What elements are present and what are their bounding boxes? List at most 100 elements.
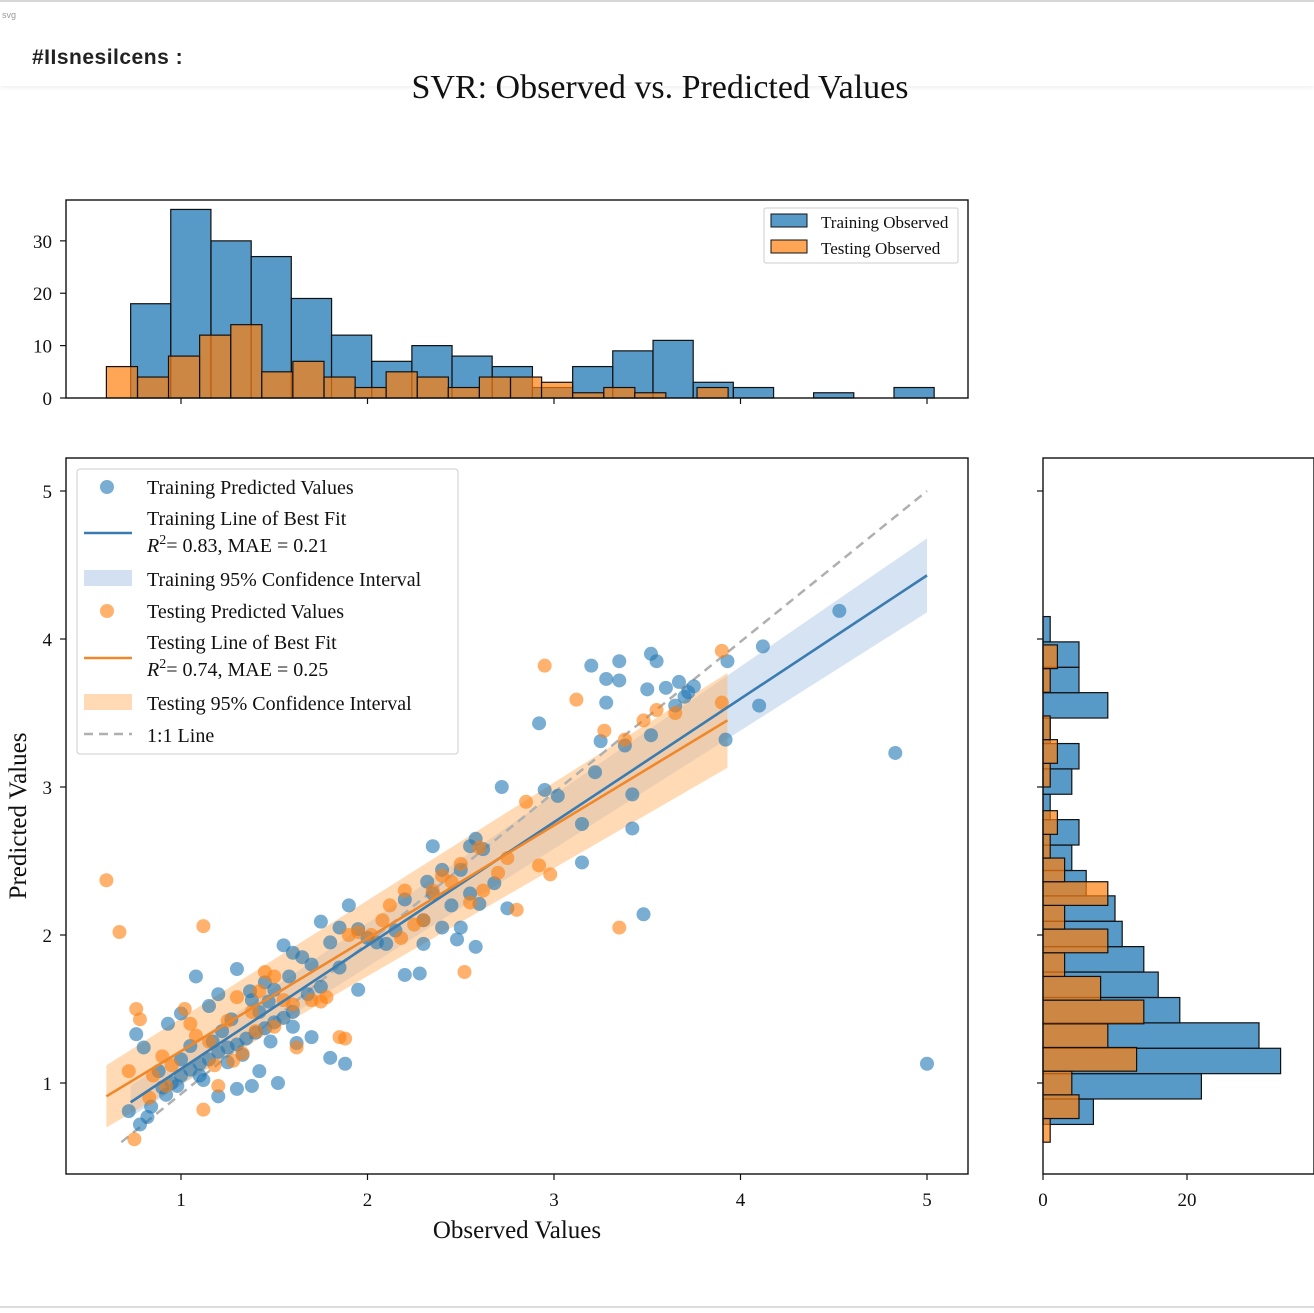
x-tick-label: 4 [736,1190,746,1211]
testing-point [196,1102,211,1117]
testing-point [99,873,114,888]
training-point [718,732,733,747]
top-hist-testing-bar [354,386,387,399]
training-point [323,1050,338,1065]
testing-point [416,913,431,928]
top-hist-testing-bar [230,324,263,399]
right-hist-testing-bar [1042,1046,1138,1072]
top-histogram-legend: Training Observed Testing Observed [763,207,959,264]
legend-testing-fit-stats-text: = 0.74, MAE = 0.25 [166,659,328,681]
testing-point [509,902,524,917]
right-histogram: 0 20 [1037,457,1314,1211]
legend-testing-fit-label: Testing Line of Best Fit [147,632,337,654]
top-hist-testing-bar [292,360,325,399]
training-point [270,1076,285,1090]
y-tick-label: 4 [43,630,53,651]
training-point [643,728,658,743]
training-point [888,745,903,760]
testing-point [394,930,409,945]
training-point [450,932,465,947]
training-point [612,673,627,688]
training-point [188,969,203,984]
x-tick-label: 5 [922,1190,932,1211]
top-hist-testing-bar [261,371,294,399]
right-hist-training-bar [1042,615,1051,643]
testing-point [146,1068,161,1083]
top-hist-testing-bar [199,334,232,399]
training-point [252,1064,267,1079]
training-observed-swatch [770,213,808,228]
testing-fit-line [105,719,729,1098]
training-point [537,782,552,797]
training-point [720,654,735,669]
x-tick-label: 3 [549,1190,559,1211]
top-hist-testing-bar [105,365,139,399]
testing-point [519,794,534,809]
right-hist-testing-bar [1042,762,1051,788]
training-point [671,674,686,689]
testing-observed-swatch [770,239,808,254]
window-bottom-border [0,1306,1314,1308]
testing-point [668,706,683,720]
main-plot-frame [65,457,969,1175]
testing-point [597,723,612,738]
testing-observed-legend-label: Testing Observed [821,239,941,258]
training-point [425,839,440,854]
right-hist-testing-bar [1042,975,1102,1001]
right-hist-testing-bar [1042,1070,1073,1096]
training-point [453,920,468,935]
training-point [351,982,366,997]
testing-point [211,1078,226,1093]
testing-point [319,990,334,1005]
training-point [584,658,599,673]
top-hist-training-bar [813,392,855,399]
testing-point [207,1058,222,1073]
legend-testing-points-label: Testing Predicted Values [147,601,344,623]
training-point [640,682,655,697]
testing-point [543,867,558,882]
testing-point [382,898,397,913]
testing-point [244,1004,259,1019]
training-observed-legend-label: Training Observed [821,213,949,232]
right-hist-testing-bar [1042,739,1058,764]
training-point [263,1034,278,1049]
testing-point [351,925,366,940]
training-point [341,898,356,913]
testing-point [491,865,506,880]
legend-training-points-label: Training Predicted Values [147,477,354,499]
testing-point [714,643,729,658]
right-hist-testing-bar [1042,928,1109,954]
legend-testing-ci-swatch [84,694,132,710]
training-point [550,788,565,803]
right-hist-x-tick-label: 0 [1038,1190,1048,1211]
testing-point [267,969,282,984]
training-point [832,603,847,618]
testing-point [617,732,632,747]
right-hist-testing-bar [1042,999,1145,1025]
testing-point [183,1016,198,1031]
legend-testing-fit-stats: R2= 0.74, MAE = 0.25 [146,657,328,681]
training-point [625,787,640,802]
training-point [323,935,338,950]
training-point [244,1078,259,1093]
training-point [304,957,319,972]
top-hist-testing-bar [447,386,480,399]
right-hist-x-tick-label: 20 [1178,1190,1197,1211]
y-tick-label: 1 [43,1074,53,1095]
testing-point [425,883,440,898]
right-histogram-frame [1042,457,1314,1175]
training-point [636,907,651,922]
top-hist-y-tick-label: 0 [43,389,53,410]
right-hist-testing-bar [1042,810,1058,835]
top-hist-testing-bar [167,355,201,399]
top-hist-testing-bar [603,386,636,399]
training-point [599,695,614,710]
top-hist-testing-bar [509,376,543,399]
testing-point [569,692,584,707]
y-axis-label: Predicted Values [5,733,32,900]
training-point [686,679,701,694]
window-title: #IIsnesilcens : [32,46,184,69]
testing-point [338,1031,353,1046]
training-point [752,698,767,713]
